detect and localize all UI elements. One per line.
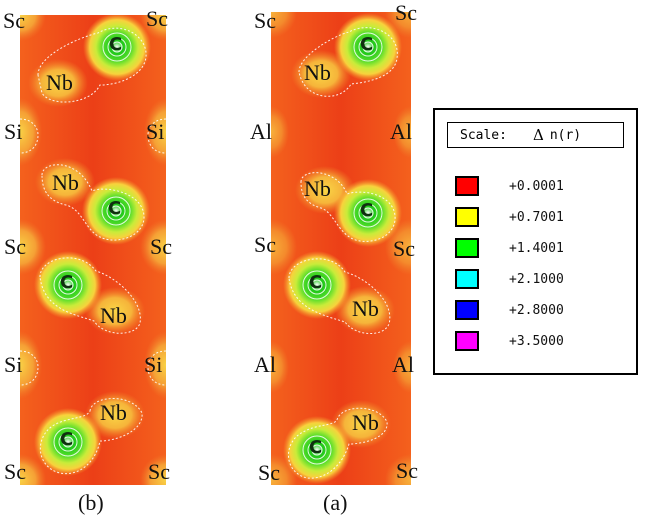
atom-label-al: Al bbox=[250, 119, 272, 144]
atom-label-sc: Sc bbox=[393, 236, 415, 261]
atom-label-al: Al bbox=[392, 352, 414, 377]
atom-label-sc: Sc bbox=[4, 234, 26, 259]
atom-label-sc: Sc bbox=[258, 460, 280, 485]
atom-label-sc: Sc bbox=[148, 459, 170, 484]
color-swatch-yellow bbox=[455, 207, 479, 227]
atom-label-nb: Nb bbox=[52, 170, 79, 195]
atom-label-nb: Nb bbox=[304, 60, 331, 85]
atom-label-al: Al bbox=[254, 352, 276, 377]
atom-label-nb: Nb bbox=[304, 176, 331, 201]
atom-label-sc: Sc bbox=[395, 0, 417, 25]
density-map-b-image bbox=[20, 15, 166, 485]
density-map-b: C C C C bbox=[20, 15, 166, 485]
color-swatch-red bbox=[455, 176, 479, 196]
atom-label-nb: Nb bbox=[46, 70, 73, 95]
carbon-icon: C bbox=[60, 429, 74, 450]
density-map-a: C C C C bbox=[271, 12, 411, 485]
atom-label-nb: Nb bbox=[352, 296, 379, 321]
atom-label-sc: Sc bbox=[3, 8, 25, 33]
atom-label-nb: Nb bbox=[352, 410, 379, 435]
atom-label-nb: Nb bbox=[100, 303, 127, 328]
legend-density-label: n(r) bbox=[549, 127, 582, 143]
panel-caption-a: (a) bbox=[323, 490, 348, 515]
legend-value: +0.7001 bbox=[509, 209, 564, 225]
legend-entry: +0.7001 bbox=[455, 206, 564, 228]
atom-label-sc: Sc bbox=[146, 6, 168, 31]
atom-label-sc: Sc bbox=[4, 459, 26, 484]
carbon-icon: C bbox=[309, 272, 323, 293]
density-map-a-image bbox=[271, 12, 411, 485]
atom-label-sc: Sc bbox=[254, 8, 276, 33]
legend-entry: +2.1000 bbox=[455, 268, 564, 290]
carbon-icon: C bbox=[309, 437, 323, 458]
color-swatch-magenta bbox=[455, 331, 479, 351]
delta-symbol: Δ bbox=[532, 126, 544, 144]
legend-entry: +1.4001 bbox=[455, 237, 564, 259]
carbon-icon: C bbox=[108, 198, 122, 219]
color-swatch-cyan bbox=[455, 269, 479, 289]
legend-entry: +3.5000 bbox=[455, 330, 564, 352]
atom-label-si: Si bbox=[4, 119, 23, 144]
scale-legend: Scale: Δ n(r) +0.0001 +0.7001 +1.4001 +2… bbox=[433, 108, 638, 375]
atom-label-nb: Nb bbox=[100, 400, 127, 425]
atom-label-si: Si bbox=[4, 352, 23, 377]
carbon-icon: C bbox=[360, 34, 374, 55]
atom-label-si: Si bbox=[146, 119, 165, 144]
atom-label-si: Si bbox=[144, 352, 163, 377]
legend-scale-label: Scale: bbox=[460, 127, 507, 143]
color-swatch-blue bbox=[455, 300, 479, 320]
legend-entry: +0.0001 bbox=[455, 175, 564, 197]
legend-entry: +2.8000 bbox=[455, 299, 564, 321]
legend-value: +3.5000 bbox=[509, 333, 564, 349]
color-swatch-green bbox=[455, 238, 479, 258]
atom-label-sc: Sc bbox=[396, 458, 418, 483]
carbon-icon: C bbox=[360, 200, 374, 221]
legend-value: +2.8000 bbox=[509, 302, 564, 318]
panel-caption-b: (b) bbox=[78, 490, 104, 515]
legend-title: Scale: Δ n(r) bbox=[447, 122, 624, 148]
legend-value: +2.1000 bbox=[509, 271, 564, 287]
carbon-icon: C bbox=[109, 34, 123, 55]
legend-value: +0.0001 bbox=[509, 178, 564, 194]
atom-label-sc: Sc bbox=[150, 234, 172, 259]
legend-value: +1.4001 bbox=[509, 240, 564, 256]
carbon-icon: C bbox=[60, 272, 74, 293]
atom-label-al: Al bbox=[390, 119, 412, 144]
atom-label-sc: Sc bbox=[254, 232, 276, 257]
